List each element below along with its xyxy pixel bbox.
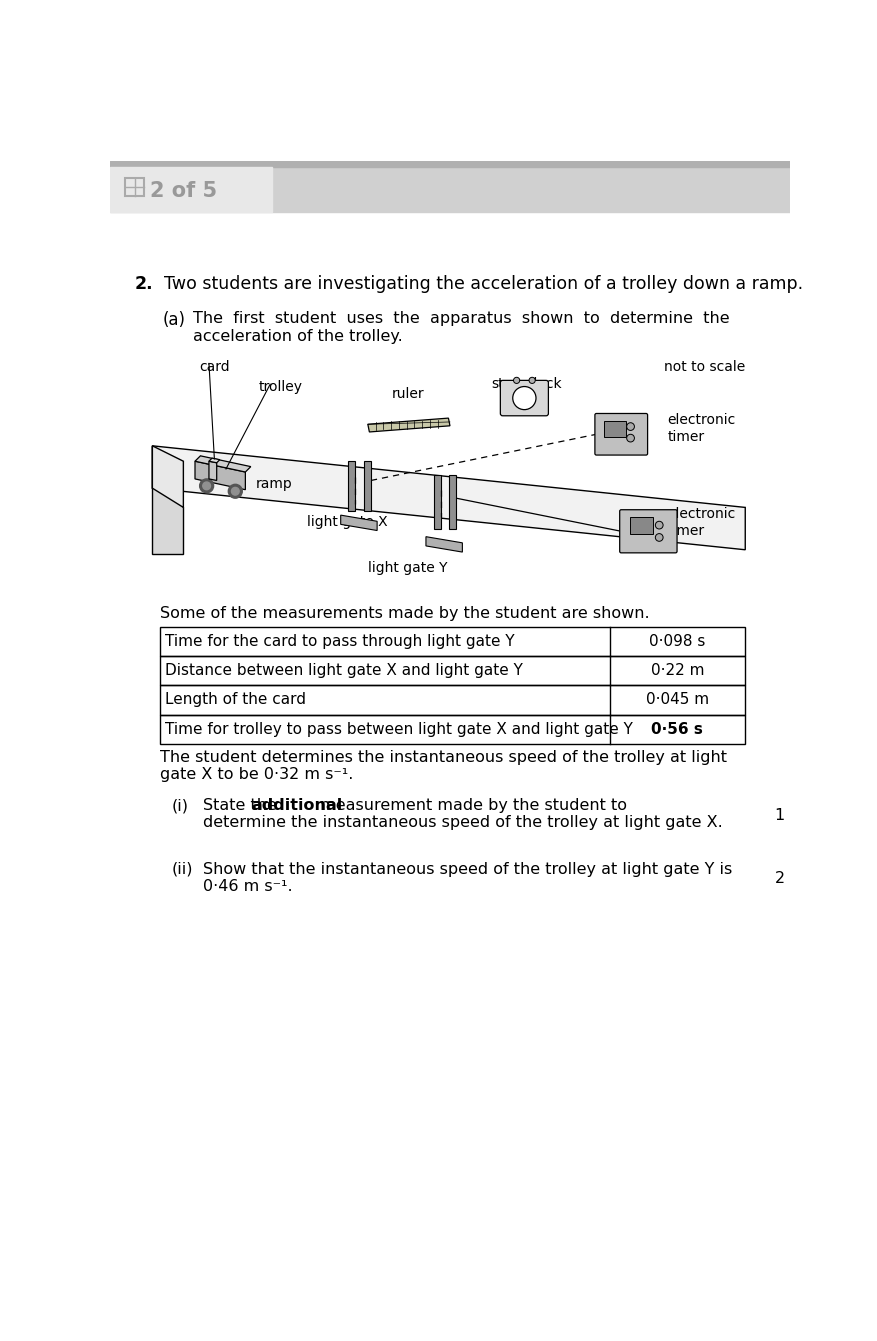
Polygon shape xyxy=(195,456,251,472)
Text: The  first  student  uses  the  apparatus  shown  to  determine  the: The first student uses the apparatus sho… xyxy=(193,311,730,326)
Circle shape xyxy=(512,386,535,409)
Text: Show that the instantaneous speed of the trolley at light gate Y is: Show that the instantaneous speed of the… xyxy=(203,862,731,877)
Text: 0·098 s: 0·098 s xyxy=(648,634,705,649)
Text: Some of the measurements made by the student are shown.: Some of the measurements made by the stu… xyxy=(160,606,649,621)
Text: light gate Y: light gate Y xyxy=(367,562,446,575)
Bar xyxy=(603,421,625,437)
FancyBboxPatch shape xyxy=(619,510,676,552)
Bar xyxy=(160,656,745,685)
Text: light gate X: light gate X xyxy=(307,515,388,530)
Circle shape xyxy=(654,534,662,542)
Text: 2.: 2. xyxy=(134,275,153,292)
Circle shape xyxy=(654,522,662,528)
Bar xyxy=(433,475,440,528)
Text: 2: 2 xyxy=(774,870,784,886)
Circle shape xyxy=(626,434,634,443)
Text: (a): (a) xyxy=(162,311,185,329)
Polygon shape xyxy=(195,461,245,489)
Text: State the: State the xyxy=(203,798,282,814)
Text: 0·22 m: 0·22 m xyxy=(650,664,703,679)
Text: 0·56 s: 0·56 s xyxy=(651,721,702,736)
Circle shape xyxy=(529,377,535,384)
Circle shape xyxy=(228,484,242,498)
Bar xyxy=(364,461,370,511)
FancyBboxPatch shape xyxy=(595,413,647,455)
Polygon shape xyxy=(209,459,219,463)
Bar xyxy=(125,178,144,196)
Circle shape xyxy=(203,481,210,489)
Text: Time for the card to pass through light gate Y: Time for the card to pass through light … xyxy=(165,634,514,649)
Bar xyxy=(110,168,789,212)
Circle shape xyxy=(199,479,213,492)
Bar xyxy=(449,475,456,528)
Text: determine the instantaneous speed of the trolley at light gate X.: determine the instantaneous speed of the… xyxy=(203,815,722,830)
Text: ruler: ruler xyxy=(391,386,424,401)
Circle shape xyxy=(232,487,239,495)
Text: not to scale: not to scale xyxy=(663,359,745,374)
Bar xyxy=(160,626,745,656)
Text: electronic
timer: electronic timer xyxy=(667,413,735,444)
Circle shape xyxy=(626,422,634,430)
Bar xyxy=(110,161,789,168)
Bar xyxy=(110,168,272,212)
Text: ramp: ramp xyxy=(255,476,292,491)
Text: gate X to be 0·32 m s⁻¹.: gate X to be 0·32 m s⁻¹. xyxy=(160,767,353,782)
Text: stop-clock: stop-clock xyxy=(491,377,561,390)
Text: Distance between light gate X and light gate Y: Distance between light gate X and light … xyxy=(165,664,522,679)
Text: Length of the card: Length of the card xyxy=(165,692,305,708)
Text: 0·045 m: 0·045 m xyxy=(645,692,709,708)
Polygon shape xyxy=(209,461,217,480)
Text: card: card xyxy=(199,359,229,374)
Polygon shape xyxy=(340,515,377,531)
Text: (ii): (ii) xyxy=(172,862,193,877)
FancyBboxPatch shape xyxy=(500,381,548,416)
Text: trolley: trolley xyxy=(258,381,303,394)
Polygon shape xyxy=(153,445,183,507)
Polygon shape xyxy=(425,536,462,552)
Text: additional: additional xyxy=(252,798,342,814)
Polygon shape xyxy=(367,418,450,432)
Text: The student determines the instantaneous speed of the trolley at light: The student determines the instantaneous… xyxy=(160,750,726,764)
Text: acceleration of the trolley.: acceleration of the trolley. xyxy=(193,329,403,343)
Bar xyxy=(348,461,355,511)
Text: 0·46 m s⁻¹.: 0·46 m s⁻¹. xyxy=(203,878,292,893)
Text: measurement made by the student to: measurement made by the student to xyxy=(315,798,626,814)
Text: Two students are investigating the acceleration of a trolley down a ramp.: Two students are investigating the accel… xyxy=(164,275,802,292)
Text: Time for trolley to pass between light gate X and light gate Y: Time for trolley to pass between light g… xyxy=(165,721,632,736)
Text: 2 of 5: 2 of 5 xyxy=(150,181,217,201)
Polygon shape xyxy=(153,445,745,550)
Circle shape xyxy=(513,377,519,384)
Text: electronic
timer: electronic timer xyxy=(667,507,735,538)
Polygon shape xyxy=(153,445,183,554)
Text: (i): (i) xyxy=(172,798,189,814)
Bar xyxy=(160,715,745,744)
Bar xyxy=(629,518,652,534)
Text: 1: 1 xyxy=(774,807,784,823)
Bar xyxy=(160,685,745,715)
